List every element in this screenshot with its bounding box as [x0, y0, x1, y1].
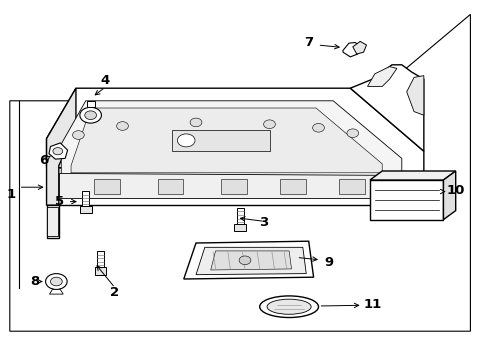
Circle shape — [264, 120, 275, 129]
Polygon shape — [47, 88, 424, 180]
Polygon shape — [370, 180, 443, 220]
Polygon shape — [368, 67, 397, 86]
Polygon shape — [353, 41, 367, 54]
Polygon shape — [10, 14, 470, 331]
Circle shape — [347, 129, 359, 138]
Ellipse shape — [260, 296, 318, 318]
Bar — [339, 179, 365, 194]
Bar — [80, 206, 92, 213]
Ellipse shape — [267, 299, 311, 314]
Text: 1: 1 — [6, 188, 15, 201]
Polygon shape — [47, 207, 58, 236]
Polygon shape — [370, 171, 456, 180]
Polygon shape — [184, 241, 314, 279]
Circle shape — [190, 118, 202, 127]
Circle shape — [117, 122, 128, 130]
Text: 10: 10 — [447, 184, 465, 197]
Polygon shape — [47, 167, 424, 205]
Circle shape — [50, 277, 62, 286]
Circle shape — [73, 131, 84, 139]
Text: 2: 2 — [110, 286, 119, 299]
Polygon shape — [196, 247, 306, 275]
Circle shape — [177, 134, 195, 147]
Text: 9: 9 — [324, 256, 334, 269]
Circle shape — [239, 256, 251, 265]
Text: 5: 5 — [54, 195, 64, 208]
Bar — [97, 251, 104, 268]
Bar — [280, 179, 306, 194]
Polygon shape — [71, 108, 382, 173]
Text: 7: 7 — [304, 36, 314, 49]
Bar — [172, 130, 270, 151]
Polygon shape — [407, 76, 424, 115]
Polygon shape — [59, 173, 412, 198]
Text: 8: 8 — [30, 275, 39, 288]
Bar — [221, 179, 247, 194]
Text: 3: 3 — [259, 216, 269, 229]
Polygon shape — [49, 289, 63, 294]
Polygon shape — [211, 251, 292, 270]
Polygon shape — [61, 101, 402, 176]
Circle shape — [85, 111, 97, 120]
Bar — [237, 208, 244, 225]
Text: 4: 4 — [101, 75, 110, 87]
Bar — [234, 224, 246, 231]
Bar — [87, 101, 95, 107]
Polygon shape — [47, 205, 59, 238]
Circle shape — [53, 148, 63, 155]
Text: 6: 6 — [40, 154, 49, 167]
Polygon shape — [350, 65, 424, 151]
Circle shape — [80, 107, 101, 123]
Polygon shape — [47, 88, 76, 205]
Bar — [158, 179, 183, 194]
Bar — [94, 179, 120, 194]
Polygon shape — [343, 42, 360, 57]
Polygon shape — [49, 143, 68, 159]
Circle shape — [46, 274, 67, 289]
Bar — [82, 191, 89, 207]
Polygon shape — [443, 171, 456, 220]
Bar — [95, 267, 106, 275]
Text: 11: 11 — [364, 298, 382, 311]
Circle shape — [313, 123, 324, 132]
